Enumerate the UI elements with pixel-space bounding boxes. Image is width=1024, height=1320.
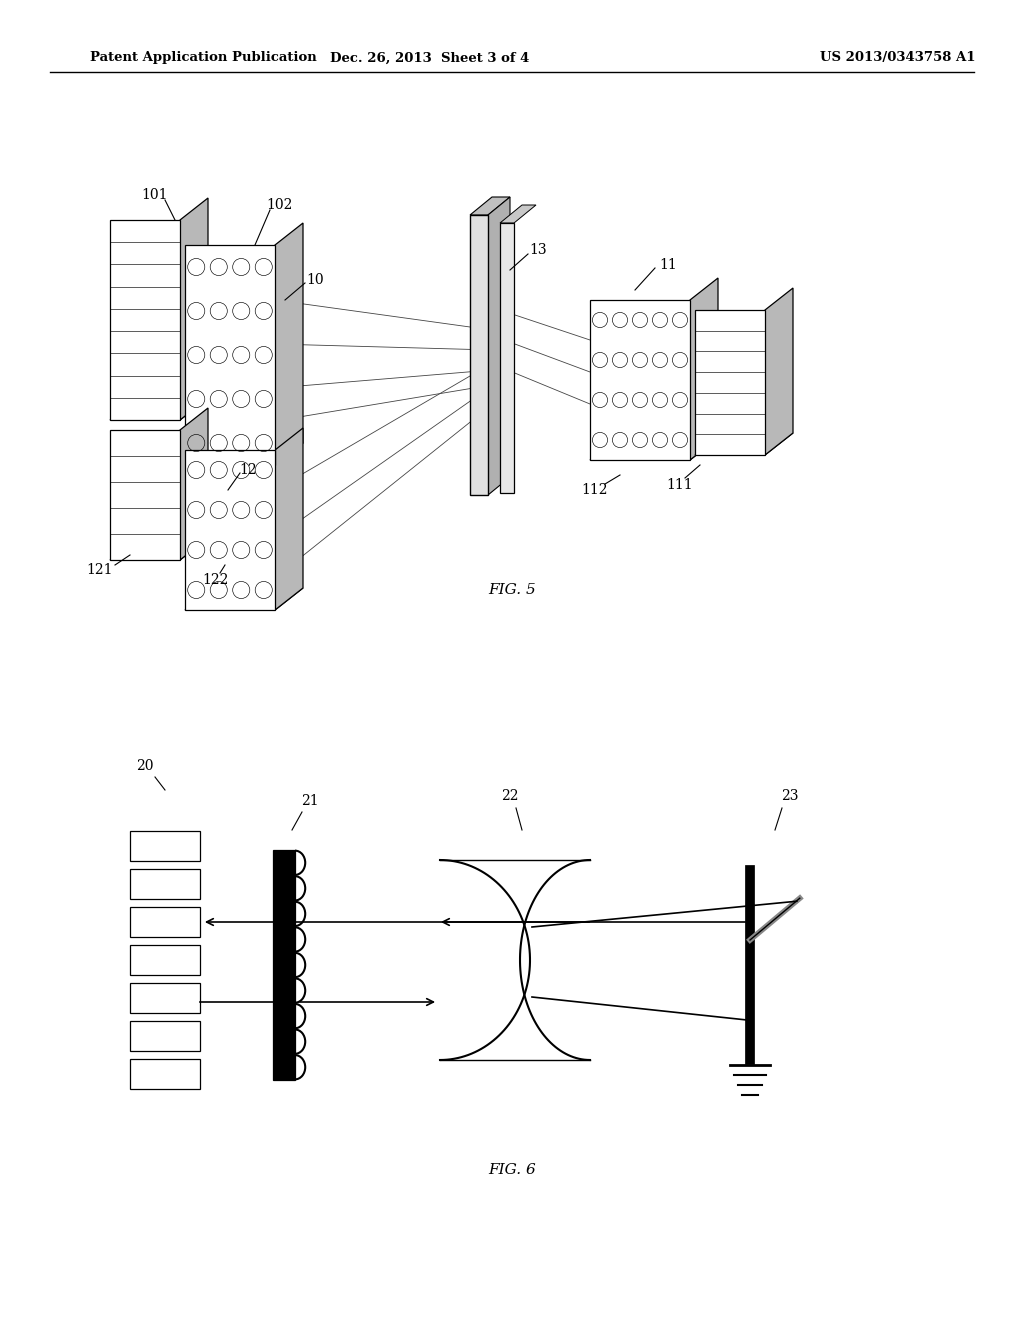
Polygon shape: [590, 438, 718, 459]
Text: FIG. 5: FIG. 5: [488, 583, 536, 597]
Polygon shape: [185, 450, 275, 610]
Polygon shape: [488, 197, 510, 495]
Polygon shape: [275, 428, 303, 610]
Text: 122: 122: [202, 573, 228, 587]
Text: FIG. 6: FIG. 6: [488, 1163, 536, 1177]
Text: 102: 102: [267, 198, 293, 213]
Bar: [130, 1059, 200, 1089]
Text: 11: 11: [659, 257, 677, 272]
Bar: [130, 1020, 200, 1051]
Polygon shape: [590, 300, 690, 459]
Bar: [130, 945, 200, 975]
Bar: [273, 850, 295, 1080]
Text: 13: 13: [529, 243, 547, 257]
Text: 101: 101: [141, 187, 168, 202]
Text: 112: 112: [582, 483, 608, 498]
Text: 12: 12: [240, 463, 257, 477]
Bar: [130, 869, 200, 899]
Bar: [130, 832, 200, 861]
Polygon shape: [185, 587, 303, 610]
Polygon shape: [185, 444, 303, 465]
Text: 21: 21: [301, 795, 318, 808]
Text: Patent Application Publication: Patent Application Publication: [90, 51, 316, 65]
Bar: [130, 983, 200, 1012]
Text: 111: 111: [667, 478, 693, 492]
Text: US 2013/0343758 A1: US 2013/0343758 A1: [820, 51, 976, 65]
Polygon shape: [695, 310, 765, 455]
Polygon shape: [110, 220, 180, 420]
Polygon shape: [275, 223, 303, 465]
Polygon shape: [500, 223, 514, 492]
Polygon shape: [180, 408, 208, 560]
Text: 23: 23: [781, 789, 799, 803]
Polygon shape: [765, 288, 793, 455]
Polygon shape: [470, 197, 510, 215]
Polygon shape: [470, 215, 488, 495]
Polygon shape: [690, 279, 718, 459]
Polygon shape: [180, 198, 208, 420]
Polygon shape: [500, 205, 536, 223]
Polygon shape: [110, 399, 208, 420]
Polygon shape: [185, 246, 275, 465]
Polygon shape: [110, 430, 180, 560]
Text: 22: 22: [502, 789, 519, 803]
Text: 10: 10: [306, 273, 324, 286]
Text: 20: 20: [136, 759, 154, 774]
Bar: [130, 907, 200, 937]
Polygon shape: [695, 433, 793, 455]
Polygon shape: [110, 539, 208, 560]
Text: 121: 121: [87, 564, 114, 577]
Text: Dec. 26, 2013  Sheet 3 of 4: Dec. 26, 2013 Sheet 3 of 4: [331, 51, 529, 65]
